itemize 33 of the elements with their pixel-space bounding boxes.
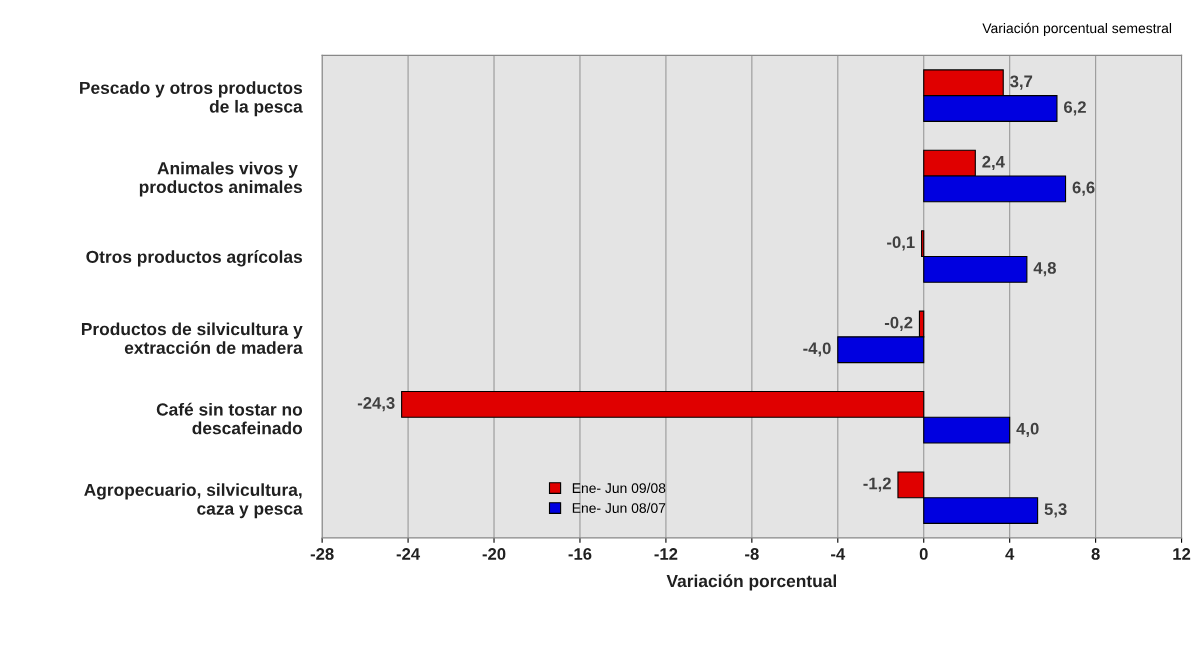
data-label: 6,6 [1072,181,1095,196]
data-label: -0,2 [884,316,913,331]
data-label: 3,7 [1010,75,1033,90]
data-label: 5,3 [1044,503,1067,518]
data-label: 6,2 [1064,101,1086,116]
data-label: -4,0 [803,342,831,357]
data-label: -0,1 [887,236,915,251]
y-tick-label: Café sin tostar no descafeinado [156,402,303,435]
x-tick-label: -24 [396,548,421,560]
x-tick-label: -28 [310,548,334,560]
chart-subtitle: Variación porcentual semestral [982,22,1172,36]
x-tick-label: 0 [919,548,928,560]
x-tick-label: -12 [654,548,678,560]
x-tick-label: -4 [831,548,846,560]
y-tick-label: Otros productos agrícolas [86,250,302,267]
x-tick-label: 4 [1005,548,1015,560]
x-axis-title: Variación porcentual [666,574,837,591]
y-tick-label: Agropecuario, silvicultura, caza y pesca [84,483,303,519]
data-label: -1,2 [863,477,891,492]
y-tick-label: Pescado y otros productos de la pesca [80,81,303,117]
y-tick-label: Productos de silvicultura y extracción de madera [81,322,303,354]
x-tick-label: -16 [568,548,592,560]
data-label: 4,8 [1033,261,1056,277]
x-tick-label: 8 [1091,548,1100,560]
x-tick-label: -20 [482,548,506,560]
data-label: 2,4 [982,155,1005,171]
legend-label: Ene- Jun 08/07 [572,502,666,514]
data-label: -24,3 [357,397,395,412]
data-label: 4,0 [1016,422,1039,438]
y-tick-label: Animales vivos y productos animales [139,161,302,197]
x-tick-label: -8 [745,548,759,560]
x-tick-label: 12 [1173,548,1191,560]
legend-label: Ene- Jun 09/08 [572,482,666,494]
